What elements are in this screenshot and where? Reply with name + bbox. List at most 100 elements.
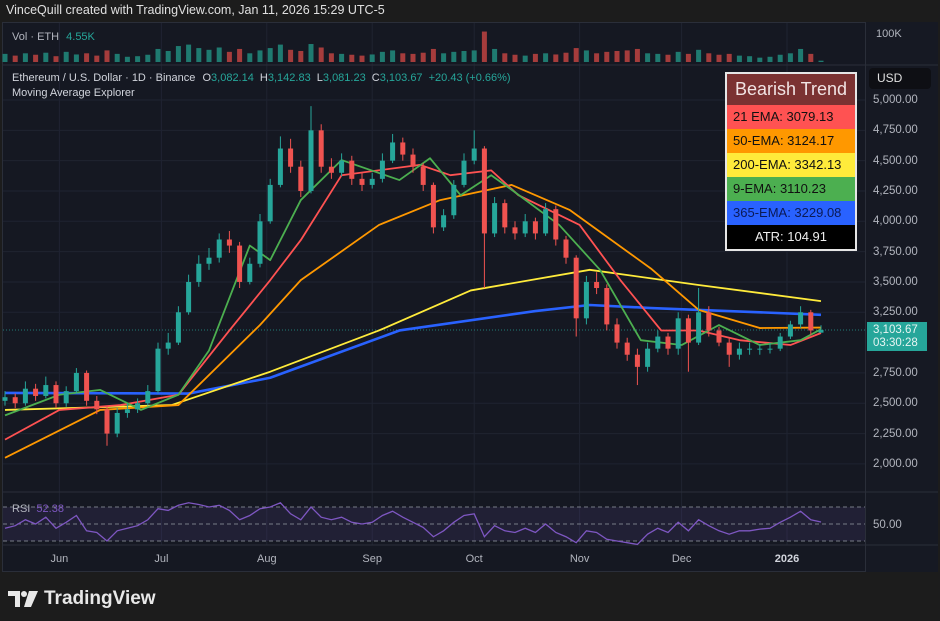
price-tick-label: 2,000.00 bbox=[873, 457, 918, 470]
candle-body bbox=[532, 221, 538, 234]
volume-bar bbox=[288, 49, 294, 62]
trend-table: Bearish Trend 21 EMA: 3079.13 50-EMA: 31… bbox=[725, 72, 857, 251]
ohlc-low: L3,081.23 bbox=[317, 72, 366, 84]
candle-body bbox=[685, 318, 691, 343]
symbol-legend: Ethereum / U.S. Dollar · 1D · Binance O 3… bbox=[12, 72, 511, 84]
volume-bar bbox=[175, 46, 181, 62]
candle-body bbox=[175, 312, 181, 343]
volume-bar bbox=[451, 51, 457, 62]
candle-body bbox=[328, 166, 334, 173]
volume-bar bbox=[808, 53, 814, 62]
candle-body bbox=[288, 148, 294, 167]
price-tick-label: 4,250.00 bbox=[873, 184, 918, 197]
volume-bar bbox=[573, 48, 579, 62]
rsi-legend: RSI 52.38 bbox=[12, 503, 64, 515]
candle-body bbox=[298, 166, 304, 191]
candle-body bbox=[451, 184, 457, 216]
candle-body bbox=[318, 130, 324, 167]
volume-bar bbox=[247, 53, 253, 62]
volume-bar bbox=[22, 53, 28, 62]
candle-body bbox=[237, 245, 243, 282]
chart-credit: VinceQuill created with TradingView.com,… bbox=[6, 3, 385, 17]
candle-body bbox=[675, 318, 681, 349]
low-label: L bbox=[316, 72, 323, 84]
price-tick-label: 2,750.00 bbox=[873, 366, 918, 379]
price-tick-label: 3,750.00 bbox=[873, 245, 918, 258]
price-axis[interactable] bbox=[865, 22, 938, 572]
symbol-name[interactable]: Ethereum / U.S. Dollar · 1D · Binance bbox=[12, 72, 196, 84]
candle-body bbox=[604, 288, 610, 325]
high-label: H bbox=[259, 72, 268, 84]
volume-bar bbox=[430, 48, 436, 62]
indicator-name[interactable]: Moving Average Explorer bbox=[12, 87, 135, 99]
candle-body bbox=[798, 312, 804, 325]
candle-body bbox=[471, 148, 477, 161]
candle-body bbox=[583, 281, 589, 319]
volume-bar bbox=[63, 51, 69, 62]
candle-body bbox=[410, 154, 416, 167]
price-tick-label: 3,500.00 bbox=[873, 275, 918, 288]
close-value: 3,103.67 bbox=[379, 72, 423, 84]
candle-body bbox=[94, 400, 100, 410]
volume-axis-label: 100K bbox=[876, 28, 902, 40]
candle-body bbox=[808, 312, 814, 331]
volume-bar bbox=[277, 44, 283, 62]
volume-bar bbox=[298, 50, 304, 62]
volume-bar bbox=[43, 52, 49, 62]
candle-body bbox=[22, 388, 28, 404]
volume-bar bbox=[33, 54, 39, 62]
candle-body bbox=[135, 403, 141, 410]
volume-bar bbox=[155, 48, 161, 62]
candle-body bbox=[543, 209, 549, 234]
ema9-row: 9-EMA: 3110.23 bbox=[727, 177, 855, 201]
candle-body bbox=[104, 409, 110, 434]
volume-bar bbox=[114, 53, 120, 62]
candle-body bbox=[257, 221, 263, 264]
volume-bar bbox=[492, 48, 498, 62]
candle-body bbox=[339, 160, 345, 173]
volume-bar bbox=[461, 50, 467, 62]
volume-bar bbox=[777, 54, 783, 62]
volume-bar bbox=[257, 50, 263, 62]
tradingview-logo: TradingView bbox=[8, 588, 156, 610]
candle-body bbox=[696, 312, 702, 343]
rsi-label: RSI bbox=[12, 503, 31, 515]
candle-body bbox=[420, 166, 426, 185]
time-tick-label: Dec bbox=[671, 553, 692, 565]
volume-bar bbox=[634, 48, 640, 62]
candle-body bbox=[400, 142, 406, 155]
volume-bar bbox=[675, 51, 681, 62]
volume-bar bbox=[410, 53, 416, 62]
volume-bar bbox=[145, 54, 151, 62]
volume-legend: Vol · ETH 4.55K bbox=[12, 31, 95, 43]
ohlc-high: H3,142.83 bbox=[260, 72, 311, 84]
candle-body bbox=[777, 336, 783, 349]
candle-body bbox=[512, 227, 518, 234]
ema-line-200-ema bbox=[4, 268, 822, 411]
candle-body bbox=[277, 148, 283, 185]
rsi-line bbox=[4, 501, 822, 546]
volume-bar bbox=[736, 55, 742, 62]
volume-bar bbox=[594, 53, 600, 62]
volume-bar bbox=[747, 56, 753, 62]
volume-bar bbox=[441, 53, 447, 62]
volume-bar bbox=[696, 49, 702, 62]
volume-bar bbox=[196, 48, 202, 62]
volume-bar bbox=[94, 55, 100, 62]
open-label: O bbox=[202, 72, 212, 84]
currency-button[interactable]: USD bbox=[869, 68, 931, 89]
candle-body bbox=[614, 324, 620, 343]
candle-body bbox=[73, 372, 79, 392]
tradingview-logo-icon bbox=[8, 591, 38, 607]
volume-bar bbox=[543, 53, 549, 62]
candle-body bbox=[124, 409, 130, 413]
ema50-row: 50-EMA: 3124.17 bbox=[727, 129, 855, 153]
volume-bar bbox=[665, 54, 671, 62]
volume-bar bbox=[318, 47, 324, 62]
volume-bar bbox=[645, 53, 651, 62]
volume-bar bbox=[471, 50, 477, 62]
candle-body bbox=[441, 215, 447, 228]
price-tick-label: 3,250.00 bbox=[873, 306, 918, 319]
candle-body bbox=[165, 342, 171, 349]
